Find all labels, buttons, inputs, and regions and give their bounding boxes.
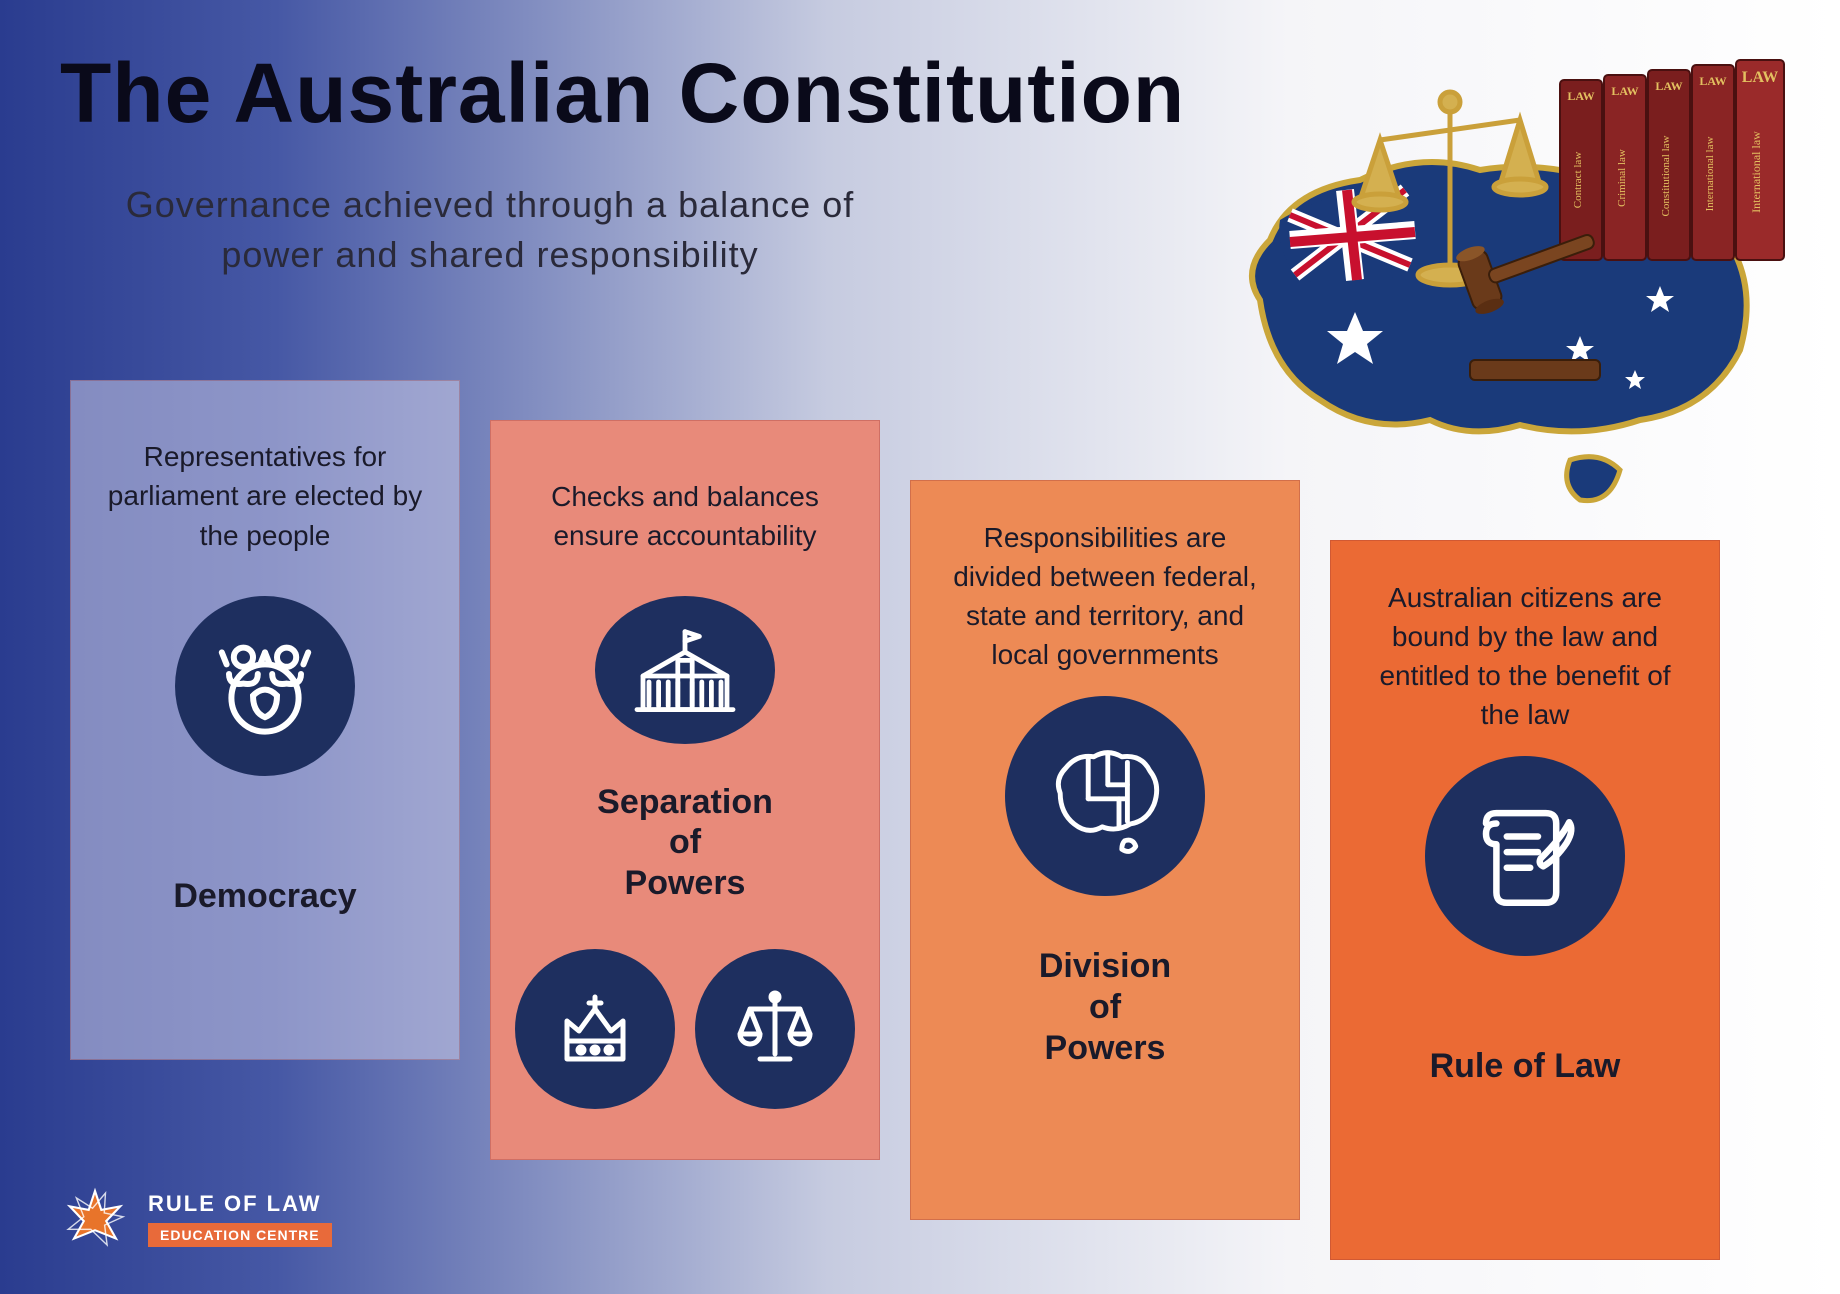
card-division-desc: Responsibilities are divided between fed…: [941, 516, 1269, 676]
card-division-title-3: Powers: [1045, 1029, 1166, 1067]
footer-line-1: RULE OF LAW: [148, 1191, 332, 1217]
subtitle-line-1: Governance achieved through a balance of: [126, 184, 854, 225]
card-division-title-2: of: [1089, 988, 1121, 1026]
card-separation-desc: Checks and balances ensure accountabilit…: [521, 456, 849, 576]
card-separation: Checks and balances ensure accountabilit…: [490, 420, 880, 1160]
page-subtitle: Governance achieved through a balance of…: [80, 180, 900, 281]
svg-text:LAW: LAW: [1655, 79, 1682, 93]
card-division: Responsibilities are divided between fed…: [910, 480, 1300, 1220]
footer-text: RULE OF LAW EDUCATION CENTRE: [148, 1191, 332, 1247]
parliament-icon: [595, 596, 775, 744]
svg-text:LAW: LAW: [1567, 89, 1594, 103]
star-logo-icon: [60, 1184, 130, 1254]
card-division-title: Division of Powers: [1039, 946, 1171, 1068]
svg-text:LAW: LAW: [1699, 74, 1726, 88]
card-rule-of-law: Australian citizens are bound by the law…: [1330, 540, 1720, 1260]
svg-text:International law: International law: [1704, 137, 1716, 212]
subtitle-line-2: power and shared responsibility: [221, 234, 758, 275]
card-separation-title: Separation of Powers: [597, 782, 773, 904]
card-democracy-title: Democracy: [173, 876, 356, 917]
scales-icon: [695, 949, 855, 1109]
australia-map-icon: [1005, 696, 1205, 896]
card-rule-of-law-title: Rule of Law: [1430, 1046, 1621, 1087]
svg-text:Contract law: Contract law: [1572, 152, 1584, 209]
card-democracy: Representatives for parliament are elect…: [70, 380, 460, 1060]
footer-line-2: EDUCATION CENTRE: [148, 1223, 332, 1247]
card-separation-title-2: of: [669, 823, 701, 861]
scroll-icon: [1425, 756, 1625, 956]
footer-logo: RULE OF LAW EDUCATION CENTRE: [60, 1184, 332, 1254]
card-separation-title-3: Powers: [625, 864, 746, 902]
page-title: The Australian Constitution: [60, 45, 1185, 142]
svg-text:Criminal law: Criminal law: [1616, 149, 1628, 207]
card-separation-title-1: Separation: [597, 783, 773, 821]
svg-text:Constitutional law: Constitutional law: [1660, 135, 1672, 216]
card-division-title-1: Division: [1039, 947, 1171, 985]
svg-text:International law: International law: [1749, 131, 1763, 213]
card-rule-of-law-desc: Australian citizens are bound by the law…: [1361, 576, 1689, 736]
svg-text:LAW: LAW: [1742, 69, 1778, 86]
cards-row: Representatives for parliament are elect…: [70, 380, 1720, 1260]
democracy-icon: [175, 596, 355, 776]
card-democracy-desc: Representatives for parliament are elect…: [101, 416, 429, 576]
crown-icon: [515, 949, 675, 1109]
svg-text:LAW: LAW: [1611, 84, 1638, 98]
